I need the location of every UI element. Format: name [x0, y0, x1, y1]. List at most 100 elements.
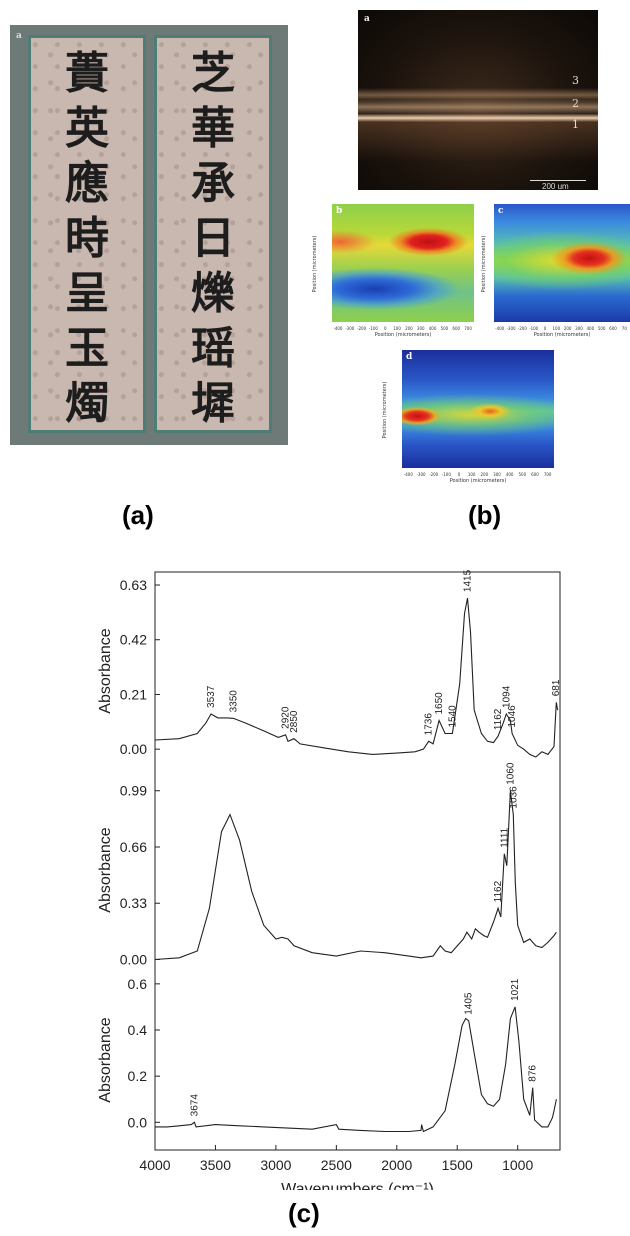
peak-label: 1650 — [434, 692, 445, 715]
peak-label: 2920 — [281, 706, 292, 729]
heatmap-xtick: 100 — [468, 472, 476, 477]
panel-label-c: (c) — [288, 1198, 320, 1228]
peak-label: 1021 — [510, 978, 521, 1001]
heatmap-c-xlabel: Position (micrometers) — [534, 332, 591, 338]
panel-label-b: (b) — [468, 500, 502, 530]
heatmap-xtick: 0 — [384, 326, 387, 331]
peak-label: 1415 — [463, 569, 474, 592]
heatmap-xtick: 500 — [519, 472, 527, 477]
heatmap-xtick: 600 — [452, 326, 460, 331]
y-axis-label: Absorbance — [97, 628, 114, 713]
heatmap-xtick: 500 — [441, 326, 449, 331]
heatmap-c-label: c — [498, 206, 504, 216]
y-tick-label: 0.42 — [120, 632, 147, 648]
left_scroll-char: 時 — [65, 213, 109, 264]
heatmap-d: d Position (micrometers) Position (micro… — [380, 346, 556, 486]
y-tick-label: 0.66 — [120, 839, 147, 855]
heatmap-xtick: 400 — [429, 326, 437, 331]
heatmap-c-image — [494, 204, 630, 322]
heatmap-b-xlabel: Position (micrometers) — [375, 332, 432, 338]
left_scroll-char: 英 — [65, 103, 109, 154]
spectrum-line-2 — [154, 790, 557, 961]
y-tick-label: 0.6 — [128, 976, 148, 992]
heatmap-xtick: 200 — [405, 326, 413, 331]
peak-label: 1111 — [499, 827, 510, 847]
layer-label-3: 3 — [572, 74, 579, 87]
layer-label-2: 2 — [572, 97, 579, 110]
cross-section-micrograph: a 3 2 1 200 um — [358, 10, 598, 190]
heatmap-xtick: 300 — [575, 326, 583, 331]
right_scroll-char: 華 — [191, 103, 235, 154]
peak-label: 3537 — [206, 685, 217, 708]
heatmap-xtick: 700 — [544, 472, 552, 477]
y-tick-label: 0.0 — [128, 1114, 148, 1130]
heatmap-xtick: 600 — [531, 472, 539, 477]
x-axis-label: Wavenumbers (cm⁻¹) — [281, 1181, 434, 1190]
x-tick-label: 2000 — [381, 1157, 412, 1173]
peak-label: 1162 — [493, 880, 504, 902]
right-scroll: 芝華承日爍瑶墀 — [154, 35, 272, 433]
micro-sublabel: a — [364, 14, 370, 24]
left_scroll-char: 應 — [65, 158, 109, 209]
y-tick-label: 0.21 — [120, 686, 147, 702]
heatmap-xtick: 100 — [393, 326, 401, 331]
peak-label: 681 — [551, 679, 562, 696]
peak-label: 1060 — [505, 762, 516, 785]
peak-label: 1736 — [424, 713, 435, 736]
peak-label: 1094 — [501, 685, 512, 708]
heatmap-d-image — [402, 350, 554, 468]
peak-label: 1162 — [493, 708, 504, 730]
x-tick-label: 2500 — [321, 1157, 352, 1173]
heatmap-xtick: 300 — [493, 472, 501, 477]
heatmap-xtick: 0 — [544, 326, 547, 331]
right_scroll-char: 芝 — [191, 48, 235, 99]
heatmap-xtick: -400 — [333, 326, 343, 331]
heatmap-d-xlabel: Position (micrometers) — [450, 478, 507, 484]
heatmap-d-axes: Position (micrometers) Position (microme… — [382, 382, 552, 484]
left_scroll-char: 玉 — [65, 323, 109, 374]
y-tick-label: 0.33 — [120, 895, 147, 911]
plot-frame — [154, 571, 561, 1151]
x-tick-label: 3500 — [200, 1157, 231, 1173]
left_scroll-char: 蕢 — [65, 48, 109, 99]
heatmap-xtick: 70 — [622, 326, 628, 331]
peak-label: 3350 — [229, 690, 240, 713]
heatmap-d-label: d — [406, 352, 413, 362]
heatmap-xtick: -100 — [369, 326, 379, 331]
peak-label: 876 — [528, 1065, 539, 1082]
y-tick-label: 0.99 — [120, 783, 147, 799]
heatmap-xtick: 400 — [587, 326, 595, 331]
heatmap-b-ylabel: Position (micrometers) — [312, 236, 318, 293]
heatmap-xtick: 600 — [609, 326, 617, 331]
heatmap-c-axes: Position (micrometers) Position (microme… — [481, 236, 628, 338]
heatmap-xtick: -200 — [429, 472, 439, 477]
heatmap-xtick: -300 — [345, 326, 355, 331]
layer-1-band — [358, 114, 598, 122]
heatmap-b-axes: Position (micrometers) Position (microme… — [312, 236, 472, 338]
heatmap-xtick: 100 — [553, 326, 561, 331]
heatmap-xtick: -100 — [442, 472, 452, 477]
right_scroll-char: 日 — [191, 213, 235, 264]
heatmap-b-label: b — [336, 206, 343, 216]
heatmap-b-image — [332, 204, 474, 322]
right_scroll-char: 墀 — [191, 378, 235, 429]
heatmap-xtick: 300 — [417, 326, 425, 331]
y-tick-label: 0.4 — [128, 1022, 148, 1038]
scale-bar-label: 200 um — [542, 182, 569, 190]
heatmap-xtick: 400 — [506, 472, 514, 477]
heatmap-xtick: 200 — [481, 472, 489, 477]
left_scroll-char: 燭 — [65, 378, 109, 429]
left_scroll-char: 呈 — [65, 268, 109, 319]
heatmap-xtick: -400 — [495, 326, 505, 331]
heatmap-xtick: -300 — [416, 472, 426, 477]
y-axis-label: Absorbance — [97, 1017, 114, 1102]
heatmap-d-ylabel: Position (micrometers) — [382, 382, 388, 439]
layer-label-1: 1 — [572, 118, 579, 131]
heatmap-xtick: -300 — [506, 326, 516, 331]
heatmap-xtick: 0 — [458, 472, 461, 477]
right_scroll-char: 承 — [191, 158, 235, 209]
heatmap-xtick: -200 — [518, 326, 528, 331]
photo-sublabel: a — [16, 31, 22, 41]
x-tick-label: 1000 — [502, 1157, 533, 1173]
